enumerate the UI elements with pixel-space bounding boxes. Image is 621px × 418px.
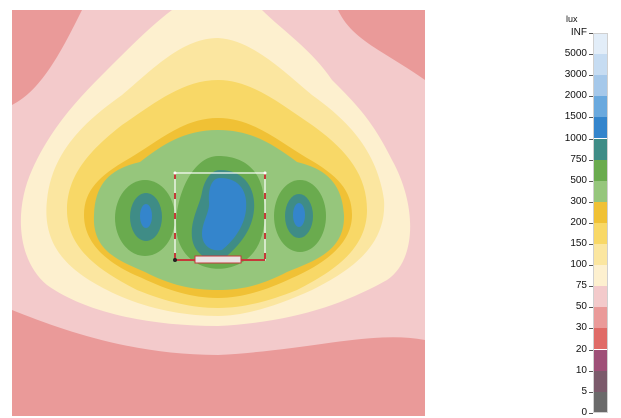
- legend-tick: [589, 286, 593, 288]
- luminaire-frame[interactable]: [173, 171, 267, 264]
- legend-tick: [589, 265, 593, 267]
- legend-tick: [589, 96, 593, 98]
- legend-swatch: [593, 222, 608, 244]
- legend-tick: [589, 117, 593, 119]
- legend-tick: [589, 33, 593, 34]
- isolux-contour-plot[interactable]: [12, 10, 425, 416]
- legend-label: 1000: [564, 132, 587, 144]
- legend-tick: [589, 159, 593, 161]
- legend-swatch: [593, 75, 608, 97]
- legend-label: 50: [575, 301, 587, 313]
- legend-swatch: [593, 265, 608, 287]
- legend-swatch: [593, 244, 608, 266]
- legend-swatch: [593, 201, 608, 223]
- legend-label: 75: [575, 280, 587, 292]
- legend-label: 100: [570, 259, 587, 271]
- legend-label: 2000: [564, 90, 587, 102]
- legend-tick: [589, 328, 593, 330]
- legend-tick: [589, 244, 593, 245]
- legend-label: 5: [581, 385, 587, 397]
- legend-tick: [589, 180, 593, 182]
- legend-swatch: [593, 138, 608, 160]
- legend-tick: [589, 222, 593, 224]
- legend-swatch: [593, 54, 608, 76]
- legend-label: 200: [570, 216, 587, 228]
- luminaire-bar[interactable]: [194, 255, 242, 264]
- legend-swatch: [593, 370, 608, 392]
- legend-tick: [589, 391, 593, 393]
- legend-label: 500: [570, 174, 587, 186]
- legend-swatch: [593, 96, 608, 118]
- legend-label: 10: [575, 364, 587, 376]
- legend-swatch: [593, 33, 608, 55]
- legend-tick: [589, 138, 593, 140]
- legend-label: 0: [581, 406, 587, 418]
- legend-label: 30: [575, 322, 587, 334]
- legend-label: 1500: [564, 111, 587, 123]
- legend-tick: [589, 307, 593, 309]
- frame-handle-bl[interactable]: [173, 258, 177, 262]
- legend-swatch: [593, 286, 608, 308]
- legend-label: INF: [570, 27, 587, 38]
- legend-swatch: [593, 117, 608, 139]
- color-scale-legend: lux INF 5000 3000 2000 1500 1000 750 500 300 200 15…: [548, 0, 621, 418]
- contour-1000-center: [202, 178, 247, 251]
- contour-1000-left: [140, 204, 152, 228]
- legend-swatch: [593, 307, 608, 329]
- legend-tick: [589, 370, 593, 372]
- frame-handle-tr[interactable]: [263, 171, 267, 175]
- legend-label: 20: [575, 343, 587, 355]
- legend-tick: [589, 349, 593, 351]
- contour-1000-right: [293, 203, 305, 227]
- legend-swatch: [593, 391, 608, 413]
- legend-swatch: [593, 180, 608, 202]
- legend-tick: [589, 412, 593, 414]
- legend-label: 5000: [564, 48, 587, 60]
- contour-map: [12, 10, 425, 416]
- legend-tick: [589, 75, 593, 77]
- legend-swatch: [593, 349, 608, 371]
- legend-label: 750: [570, 153, 587, 165]
- frame-handle-tl[interactable]: [173, 171, 177, 175]
- legend-label: 300: [570, 195, 587, 207]
- legend-tick: [589, 54, 593, 56]
- legend-swatch: [593, 328, 608, 350]
- legend-label: 150: [570, 238, 587, 249]
- legend-swatch: [593, 159, 608, 181]
- legend-label: 3000: [564, 69, 587, 81]
- legend-bar-outline: [593, 33, 608, 413]
- legend-tick: [589, 201, 593, 203]
- legend-unit-label: lux: [566, 14, 578, 24]
